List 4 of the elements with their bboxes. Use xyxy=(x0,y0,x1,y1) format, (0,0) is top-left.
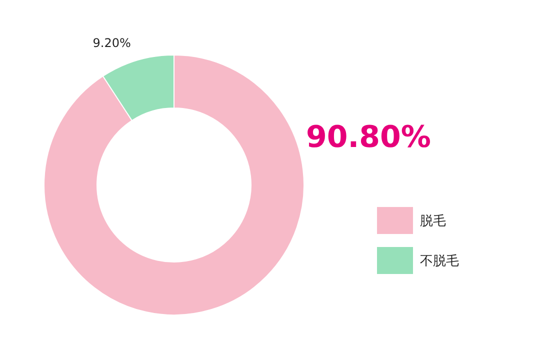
data-label: 90.80% xyxy=(306,120,431,155)
data-label: 9.20% xyxy=(92,36,131,50)
legend-label: 脱毛 xyxy=(420,214,446,229)
legend-label: 不脱毛 xyxy=(420,254,459,269)
